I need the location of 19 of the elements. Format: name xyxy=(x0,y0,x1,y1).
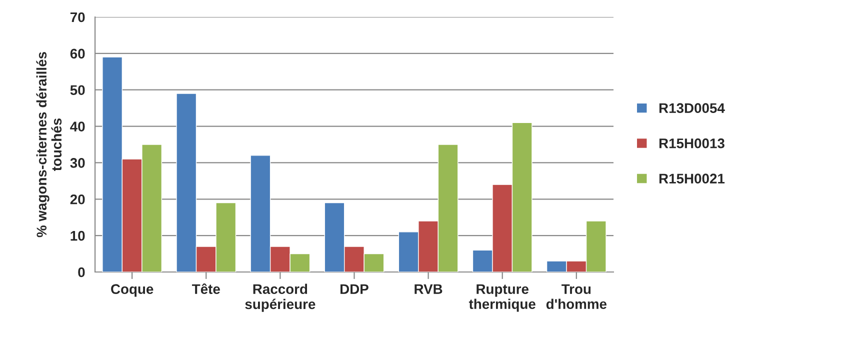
y-tick-label: 60 xyxy=(70,48,85,59)
x-tick-label: Raccord supérieure xyxy=(245,284,316,312)
y-tick-label: 20 xyxy=(70,194,85,204)
x-tick-label: Rupture thermique xyxy=(468,284,536,312)
y-tick-label: 50 xyxy=(70,85,85,96)
x-tick-label: Coque xyxy=(111,284,154,297)
y-tick-label: 0 xyxy=(78,267,85,278)
y-axis-title: % wagons-citernes déraillés touchés xyxy=(36,52,62,238)
y-tick-label: 10 xyxy=(70,230,85,241)
x-tick-label: DDP xyxy=(340,284,368,294)
y-tick-label: 30 xyxy=(70,158,85,168)
y-tick-label: 40 xyxy=(70,122,85,132)
x-tick-label: Trou d'homme xyxy=(546,284,607,309)
legend-label: R15H0013 xyxy=(659,138,724,148)
y-tick-label: 70 xyxy=(70,12,85,22)
legend-label: R13D0054 xyxy=(659,103,725,114)
x-tick-label: Tête xyxy=(192,284,220,294)
x-tick-label: RVB xyxy=(414,284,442,294)
legend-label: R15H0021 xyxy=(659,174,725,184)
